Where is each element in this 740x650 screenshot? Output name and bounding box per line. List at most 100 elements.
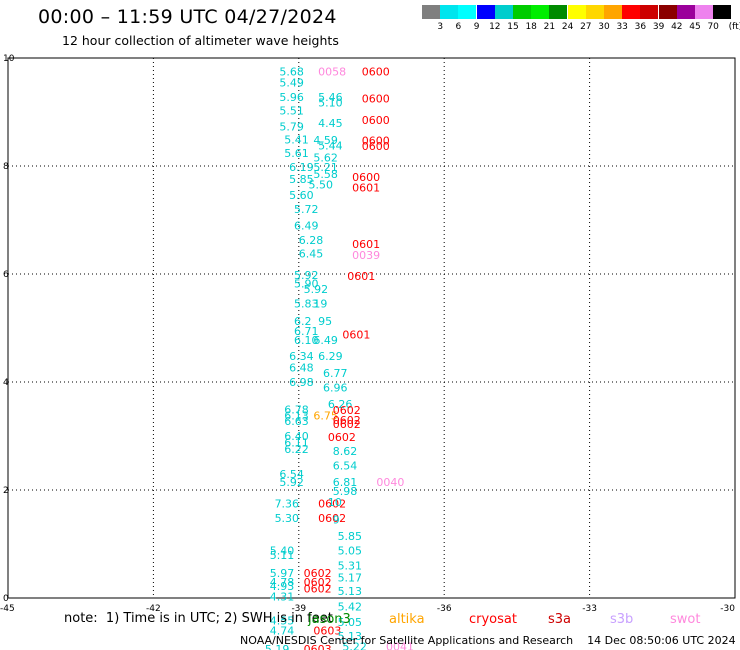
wave-height-label: 5.30: [275, 512, 300, 525]
wave-height-label: 0603: [313, 624, 341, 637]
wave-height-label: 5.58: [313, 168, 338, 181]
wave-height-label: 5.31: [338, 560, 363, 573]
wave-height-label: 5.11: [270, 549, 295, 562]
wave-height-label: 6.13: [284, 409, 309, 422]
wave-height-label: 5.13: [338, 585, 363, 598]
colorbar-swatch: [640, 5, 659, 19]
wave-height-label: 6.49: [313, 334, 338, 347]
wave-height-label: 8.62: [333, 445, 358, 458]
map-subtitle: 12 hour collection of altimeter wave hei…: [62, 33, 339, 48]
colorbar-label: 30: [598, 22, 610, 32]
wave-height-label: 5.49: [279, 76, 304, 89]
wave-height-label: 6.19: [289, 161, 314, 174]
wave-height-label: 5.13: [338, 630, 363, 643]
wave-height-label: 5.42: [338, 601, 363, 614]
legend-item-cryosat: cryosat: [469, 612, 517, 627]
wave-height-label: 5.79: [279, 121, 304, 134]
wave-height-label: 5.85: [338, 530, 363, 543]
legend-item-jason3: jason3: [308, 612, 351, 627]
colorbar-label: 21: [543, 22, 556, 32]
wave-height-label: 5.97: [270, 567, 295, 580]
wave-height-label: 5.44: [318, 139, 343, 152]
wave-height-label: 0602: [333, 414, 361, 427]
wave-height-label: 5.22: [342, 641, 367, 650]
wave-height-label: 6.29: [318, 350, 343, 363]
wave-height-label: 6.10: [294, 334, 319, 347]
colorbar-label: 42: [671, 22, 683, 32]
wave-height-label: 6.71: [294, 325, 319, 338]
wave-height-label: 5.61: [284, 147, 309, 160]
wave-height-label: 6.96: [323, 381, 348, 394]
wave-height-label: 6.81: [333, 476, 358, 489]
plot-frame: [7, 57, 736, 599]
y-tick-label: 4: [3, 378, 9, 388]
wave-height-label: 4.93: [270, 580, 295, 593]
wave-height-label: 6.2: [294, 315, 312, 328]
colorbar-label: 15: [507, 22, 519, 32]
wave-height-label: 0602: [328, 431, 356, 444]
colorbar-swatch: [713, 5, 732, 19]
colorbar-swatch: [513, 5, 531, 19]
wave-height-label: 5.50: [308, 178, 333, 191]
wave-height-label: 5.19: [265, 643, 290, 650]
x-tick-label: -39: [291, 604, 306, 614]
footer-note: note: 1) Time is in UTC; 2) SWH is in fe…: [64, 611, 333, 626]
wave-height-label: 5.40: [270, 544, 295, 557]
wave-height-label: 6.11: [284, 436, 309, 449]
legend-item-s3b: s3b: [610, 612, 634, 627]
wave-height-label: 6.63: [284, 415, 309, 428]
colorbar-label: 33: [616, 22, 628, 32]
colorbar-label: 18: [525, 22, 537, 32]
wave-height-label: 5.05: [338, 616, 363, 629]
wave-height-label: 4.31: [270, 590, 295, 603]
colorbar-swatch: [585, 5, 604, 19]
x-tick-label: -36: [437, 604, 452, 614]
wave-height-label: 5.60: [289, 189, 314, 202]
colorbar-label: 27: [580, 22, 592, 32]
wave-height-label: 0602: [304, 582, 332, 595]
wave-height-label: 0601: [342, 328, 370, 341]
colorbar-label: 24: [561, 22, 574, 32]
colorbar-swatch: [476, 5, 495, 19]
colorbar-unit: (ft): [728, 22, 740, 32]
wave-height-label: 0600: [362, 66, 390, 79]
y-tick-label: 8: [3, 162, 9, 172]
wave-height-label: 5.68: [279, 66, 304, 79]
wave-height-label: 5.62: [313, 151, 338, 164]
legend-item-swot: swot: [670, 612, 701, 627]
legend-item-s3a: s3a: [548, 612, 572, 627]
colorbar-swatch: [604, 5, 622, 19]
wave-height-label: 6.54: [279, 468, 304, 481]
wave-height-label: 0040: [376, 476, 404, 489]
wave-height-label: 5.10: [318, 96, 343, 109]
wave-height-label: 6.78: [284, 404, 309, 417]
wave-height-label: 0058: [318, 66, 346, 79]
wave-height-label: 0600: [362, 93, 390, 106]
y-tick-label: 2: [3, 486, 9, 496]
wave-height-label: 5.21: [313, 161, 338, 174]
colorbar-swatch: [658, 5, 677, 19]
wave-height-label: 5.72: [294, 203, 319, 216]
y-tick-label: 0: [3, 594, 9, 604]
colorbar-swatch: [622, 5, 641, 19]
wave-height-label: 0602: [304, 567, 332, 580]
wave-height-label: 0602: [318, 498, 346, 511]
wave-height-label: 5.41: [284, 134, 309, 147]
colorbar-label: 36: [634, 22, 647, 32]
wave-height-label: 19: [313, 298, 327, 311]
wave-height-label: 4.59: [313, 134, 338, 147]
wave-height-label: 6.77: [323, 367, 348, 380]
colorbar-label: 3: [437, 22, 444, 32]
wave-height-label: 4.45: [318, 117, 343, 130]
colorbar-swatch: [531, 5, 550, 19]
colorbar-label: 39: [652, 22, 665, 32]
colorbar-label: 6: [455, 22, 462, 32]
legend-item-altika: altika: [389, 612, 425, 627]
colorbar-swatch: [440, 5, 459, 19]
wave-height-label: 0600: [362, 140, 390, 153]
wave-height-label: 5.92: [279, 476, 304, 489]
wave-height-label: 5.17: [338, 571, 363, 584]
colorbar-swatch: [458, 5, 477, 19]
wave-height-label: 6.45: [299, 247, 324, 260]
